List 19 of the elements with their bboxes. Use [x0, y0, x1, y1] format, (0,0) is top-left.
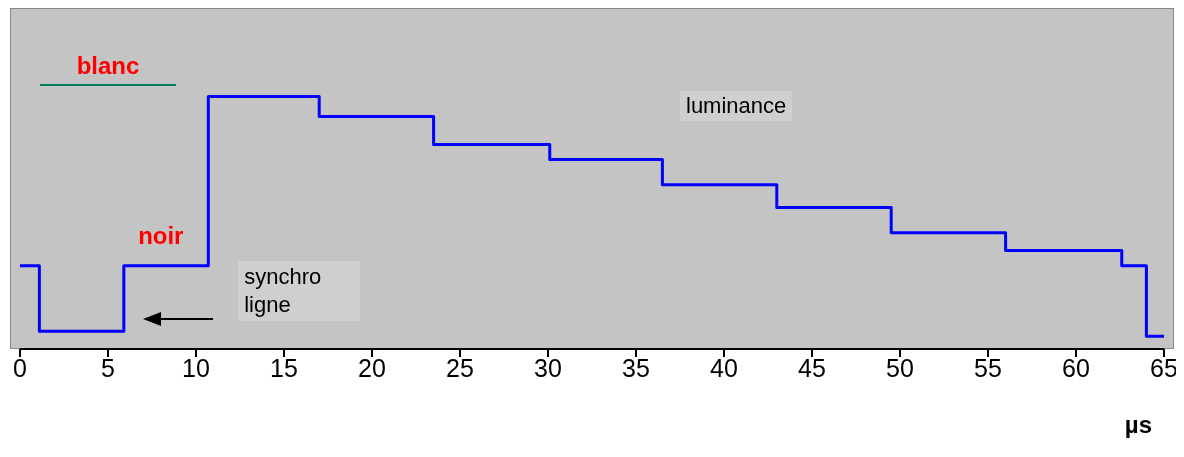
annotation: synchro ligne: [238, 260, 361, 321]
x-tick-label: 35: [622, 353, 650, 382]
x-tick-label: 50: [886, 353, 914, 382]
x-tick-label: 25: [446, 353, 474, 382]
x-tick-label: 30: [534, 353, 562, 382]
annotation: noir: [138, 221, 184, 249]
x-tick-label: 20: [358, 353, 386, 382]
x-tick-label: 60: [1062, 353, 1090, 382]
x-tick-label: 65: [1150, 353, 1178, 382]
x-axis-title: µs: [1124, 411, 1152, 439]
x-tick-label: 5: [101, 353, 115, 382]
text: blanc: [76, 52, 140, 80]
x-tick-label: 55: [974, 353, 1002, 382]
x-tick-label: 0: [13, 353, 27, 382]
annotation: luminance: [680, 91, 793, 122]
x-tick-label: 40: [710, 353, 738, 382]
x-tick-label: 45: [798, 353, 826, 382]
x-tick-label: 10: [182, 353, 210, 382]
x-tick-label: 15: [270, 353, 298, 382]
